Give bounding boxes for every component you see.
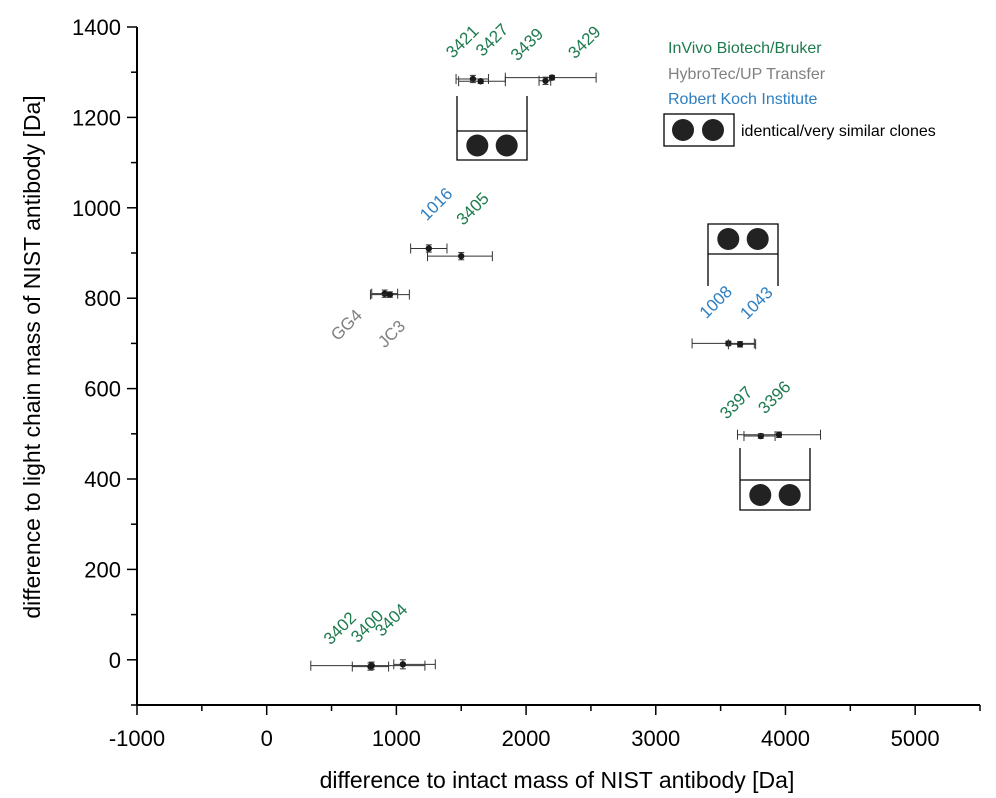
x-axis-title: difference to intact mass of NIST antibo… <box>320 767 795 793</box>
x-tick-label: 3000 <box>631 726 680 751</box>
axes: -1000 0 1000 2000 3000 4000 5000 0 200 400 600 800 1… <box>72 15 981 751</box>
legend-item-rki: Robert Koch Institute <box>668 91 818 108</box>
data-point-1043 <box>736 341 744 348</box>
data-point-3400 <box>368 662 375 669</box>
clone-circle-2 <box>746 228 769 250</box>
y-tick-label: 200 <box>84 557 121 582</box>
legend-clone-label: identical/very similar clones <box>741 123 936 140</box>
clone-box-outline <box>739 448 811 511</box>
y-tick-label: 1400 <box>72 15 121 40</box>
data-point-3396 <box>775 431 783 438</box>
x-tick-label: -1000 <box>109 726 165 751</box>
data-point-3421 <box>469 75 477 83</box>
legend-clone-box <box>663 113 735 147</box>
legend: InVivo Biotech/Bruker HybroTec/UP Transf… <box>663 40 936 147</box>
legend-item-hybrotec: HybroTec/UP Transfer <box>668 66 826 83</box>
y-axis-title: difference to light chain mass of NIST a… <box>19 95 45 618</box>
point-label-JC3: JC3 <box>374 317 409 352</box>
y-tick-label: 1000 <box>72 196 121 221</box>
data-point-3439 <box>542 77 549 84</box>
data-point-3427 <box>477 78 484 85</box>
data-point-1016 <box>425 245 433 252</box>
point-label-3429: 3429 <box>564 22 604 62</box>
clone-markers <box>456 96 811 511</box>
data-point-GG4 <box>381 290 388 297</box>
point-label-3427: 3427 <box>472 20 512 60</box>
clone-box-middle <box>707 223 779 286</box>
clone-circle-1 <box>466 134 489 157</box>
x-tick-label: 5000 <box>891 726 940 751</box>
clone-box-top <box>456 96 528 161</box>
point-label-3404: 3404 <box>371 600 411 640</box>
y-tick-label: 600 <box>84 377 121 402</box>
legend-clone-circle-1 <box>672 119 694 141</box>
clone-box-outline <box>707 223 779 286</box>
clone-circle-1 <box>717 228 740 250</box>
clone-circle-2 <box>495 134 518 157</box>
y-tick-label: 800 <box>84 286 121 311</box>
data-point-3429 <box>548 74 556 81</box>
clone-box-outline <box>456 96 528 161</box>
x-tick-label: 2000 <box>502 726 551 751</box>
data-point-3405 <box>458 252 465 260</box>
data-point-3404 <box>399 661 407 668</box>
data-point-3397 <box>757 432 765 440</box>
legend-item-invivo: InVivo Biotech/Bruker <box>668 40 822 57</box>
y-tick-label: 400 <box>84 467 121 492</box>
point-label-3405: 3405 <box>453 189 493 229</box>
point-label-1016: 1016 <box>416 184 456 224</box>
x-tick-label: 4000 <box>761 726 810 751</box>
point-label-1008: 1008 <box>696 282 736 322</box>
data-points <box>310 72 821 672</box>
point-label-3439: 3439 <box>507 24 547 64</box>
legend-clone-circle-2 <box>702 119 724 141</box>
clone-circle-2 <box>778 484 801 506</box>
point-label-GG4: GG4 <box>327 306 366 345</box>
y-tick-label: 0 <box>109 648 121 673</box>
data-point-JC3 <box>386 291 394 298</box>
x-tick-label: 0 <box>261 726 273 751</box>
clone-box-bottom <box>739 448 811 511</box>
point-label-1043: 1043 <box>736 283 776 323</box>
point-label-3396: 3396 <box>754 377 794 417</box>
point-label-3397: 3397 <box>716 383 756 423</box>
clone-circle-1 <box>749 484 772 506</box>
y-tick-label: 1200 <box>72 105 121 130</box>
x-tick-label: 1000 <box>372 726 421 751</box>
